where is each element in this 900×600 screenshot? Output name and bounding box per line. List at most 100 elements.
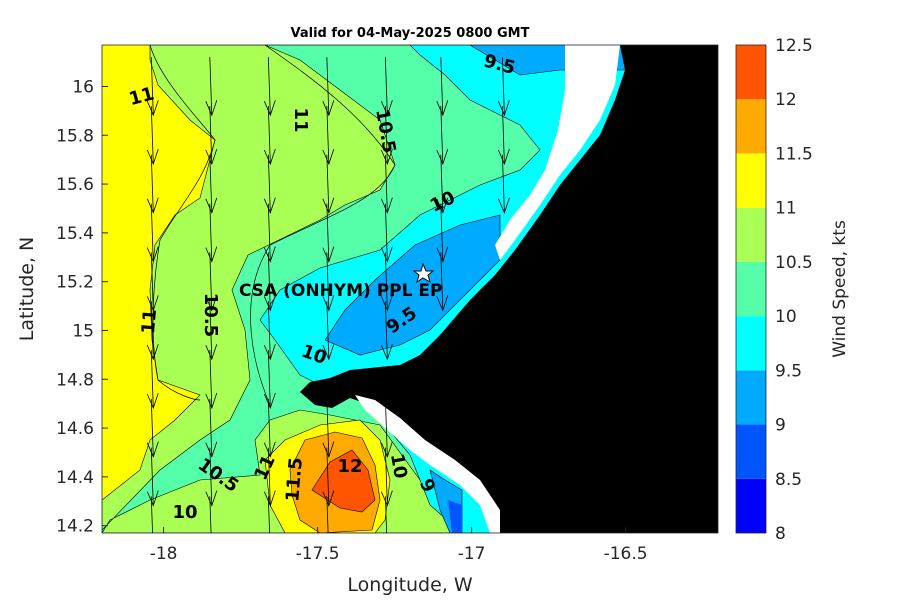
wind-arrow [436,105,449,166]
wind-arrow [267,496,270,533]
wind-arrow [205,154,218,214]
colorbar-tick-label: 8 [775,524,786,544]
wind-arrow [205,447,218,507]
station-label: CSA (ONHYM) PPL EP [239,281,442,301]
wind-arrow [498,57,510,117]
contour-label: 11 [138,308,161,335]
wind-arrow [146,447,159,507]
wind-arrow [146,203,159,263]
wind-arrow [436,154,449,214]
colorbar-tick-label: 9.5 [775,361,802,381]
colorbar-tick-label: 9 [775,416,786,436]
wind-arrow [436,57,449,117]
wind-arrow [380,154,393,214]
y-tick-label: 15.6 [56,175,94,195]
contour-label: 11 [290,107,311,132]
wind-arrow [384,496,388,533]
y-tick-label: 15.2 [56,273,94,293]
y-tick-label: 14.8 [56,370,94,390]
station-star-icon [412,262,435,284]
wind-arrow [205,301,218,361]
wind-arrow [380,252,393,312]
y-tick-label: 15.8 [56,126,94,146]
wind-arrow [380,203,393,263]
wind-arrow [205,349,218,410]
wind-arrow [322,57,335,117]
y-tick-label: 14.6 [56,419,94,439]
colorbar-segment [736,99,766,154]
plot-area: 11 11 10.5 9.5 10 10.5 11 9.5 10 10.5 11… [102,45,718,533]
wind-arrow [322,105,335,166]
plot-frame [101,44,719,534]
wind-arrow [380,301,393,361]
wind-arrow [322,447,335,507]
wind-arrow [263,398,276,458]
wind-arrow [146,301,159,361]
wind-arrow [380,398,393,458]
colorbar-segment [736,153,766,208]
colorbar-segment [736,370,766,425]
wind-arrow [322,398,335,458]
wind-arrow [326,496,329,533]
wind-arrow [498,105,510,166]
y-tick-label: 14.2 [56,517,94,537]
wind-arrows [146,57,510,533]
wind-arrow [205,203,218,263]
x-axis-label: Longitude, W [347,574,473,596]
coastal-strip-south [355,395,500,533]
chart-title: Valid for 04-May-2025 0800 GMT [291,26,530,41]
colorbar-tick-label: 11 [775,199,797,219]
colorbar-tick-label: 10 [775,307,797,327]
wind-arrow [436,203,449,263]
wind-arrow [263,105,276,166]
contour-label: 12 [337,456,362,477]
y-tick-label: 15.4 [56,224,94,244]
wind-arrow [205,252,218,312]
wind-arrow [380,57,393,117]
wind-arrow [150,496,153,533]
wind-arrow [263,154,276,214]
colorbar-segment [736,261,766,317]
y-axis: 14.2 14.4 14.6 14.8 15 15.2 15.4 15.6 15.8 16 [56,77,108,537]
wind-arrow [263,349,276,410]
y-tick-label: 15 [72,321,94,341]
wind-arrow [322,301,335,361]
y-tick-label: 16 [72,77,94,97]
wind-arrow [263,57,276,117]
wind-arrow [146,154,159,214]
wind-arrow [209,496,212,533]
wind-arrow [263,252,276,312]
wind-arrow [498,154,510,214]
colorbar-segment [736,207,766,262]
wind-arrow [205,57,218,117]
y-axis-label: Latitude, N [16,237,38,342]
y-tick-label: 14.4 [56,468,94,488]
contour-label: 10 [172,502,197,523]
colorbar-tick-label: 12.5 [775,36,813,56]
contour-label: 11.5 [282,456,307,502]
wind-arrow [380,105,393,166]
wind-arrow [263,301,276,361]
wind-arrow [322,154,335,214]
colorbar-tick-label: 8.5 [775,470,802,490]
colorbar-frame [735,44,767,534]
wind-arrow [146,252,159,312]
wind-arrow [146,105,159,166]
band-8.5-9 [448,500,462,533]
colorbar-segment [736,424,766,479]
wind-arrow [146,398,159,458]
x-axis: -18 -17.5 -17 -16.5 [150,527,648,564]
land-mass [300,45,718,533]
colorbar-tick-label: 11.5 [775,144,813,164]
wind-arrow [205,398,218,458]
wind-arrow [322,203,335,263]
coastal-strip [495,45,620,260]
wind-arrow [146,57,159,117]
contour-label: 10 [386,452,411,480]
wind-arrow [146,349,159,410]
x-tick-label: -16.5 [604,544,648,564]
colorbar-tick-label: 10.5 [775,253,813,273]
x-tick-label: -18 [150,544,178,564]
wind-arrow [263,203,276,263]
